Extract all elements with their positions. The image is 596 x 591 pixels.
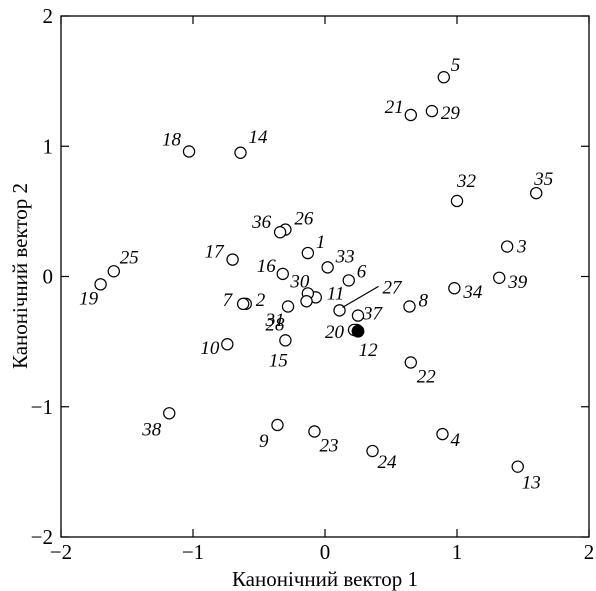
point-33 — [321, 261, 334, 274]
ticks — [60, 15, 590, 538]
leader-line-27 — [342, 285, 379, 308]
point-34 — [448, 282, 461, 295]
point-label-16: 16 — [257, 256, 277, 277]
point-label-15: 15 — [269, 350, 288, 371]
point-24 — [366, 444, 379, 458]
point-7 — [236, 297, 250, 311]
point-label-38: 38 — [141, 419, 162, 440]
y-tick-label: 0 — [43, 265, 54, 289]
point-label-6: 6 — [357, 261, 367, 282]
point-8 — [403, 300, 416, 313]
point-label-17: 17 — [205, 242, 226, 263]
point-39 — [493, 271, 506, 285]
x-tick-label: 2 — [584, 540, 595, 564]
point-label-23: 23 — [319, 435, 338, 456]
point-label-31: 31 — [265, 310, 285, 331]
point-label-3: 3 — [516, 237, 527, 258]
point-17 — [226, 253, 239, 266]
point-label-8: 8 — [418, 290, 428, 311]
point-13 — [511, 460, 524, 473]
data-points — [94, 71, 543, 473]
point-4 — [436, 427, 449, 441]
point-label-5: 5 — [451, 55, 461, 76]
point-22 — [404, 356, 417, 369]
point-label-24: 24 — [378, 452, 398, 473]
point-label-33: 33 — [335, 246, 355, 267]
point-35 — [530, 186, 543, 200]
point-18 — [182, 145, 196, 158]
point-label-20: 20 — [325, 322, 345, 343]
point-label-34: 34 — [462, 282, 483, 303]
point-label-1: 1 — [316, 232, 326, 253]
point-label-10: 10 — [200, 338, 220, 359]
point-5 — [437, 71, 450, 84]
point-label-39: 39 — [507, 272, 528, 293]
point-28 — [281, 300, 295, 313]
x-tick-label: 1 — [452, 540, 463, 564]
point-23 — [308, 425, 321, 438]
y-tick-label: −1 — [31, 395, 53, 419]
point-6 — [342, 274, 355, 287]
point-label-9: 9 — [259, 431, 269, 452]
x-tick-label: −1 — [182, 540, 204, 564]
point-label-37: 37 — [362, 304, 384, 325]
point-label-11: 11 — [327, 283, 345, 304]
point-label-30: 30 — [289, 271, 310, 292]
point-label-22: 22 — [417, 366, 437, 387]
point-38 — [163, 407, 176, 420]
x-tick-label: −2 — [50, 540, 72, 564]
highlight-point — [351, 324, 365, 338]
point-label-36: 36 — [251, 212, 272, 233]
point-21 — [404, 108, 417, 122]
point-37 — [351, 309, 365, 322]
point-14 — [234, 146, 247, 159]
point-label-13: 13 — [522, 473, 541, 494]
point-label-28: 28 — [266, 314, 286, 335]
y-tick-label: −2 — [31, 525, 53, 549]
point-29 — [425, 104, 439, 118]
point-25 — [107, 265, 121, 278]
point-label-2: 2 — [256, 290, 266, 311]
point-label-25: 25 — [120, 247, 139, 268]
y-tick-label: 1 — [43, 134, 54, 158]
point-label-35: 35 — [533, 169, 553, 190]
point-label-26: 26 — [294, 209, 314, 230]
x-axis-title: Канонічний вектор 1 — [232, 567, 418, 591]
point-label-27: 27 — [383, 277, 404, 298]
point-label-4: 4 — [450, 430, 460, 451]
point-36 — [273, 226, 287, 239]
point-3 — [500, 240, 514, 253]
point-label-19: 19 — [79, 288, 99, 309]
point-19 — [94, 278, 107, 291]
point-9 — [271, 418, 284, 432]
point-31 — [300, 295, 313, 308]
point-label-21: 21 — [385, 97, 404, 118]
point-label-18: 18 — [162, 129, 182, 150]
y-axis-title: Канонічний вектор 2 — [8, 183, 32, 369]
point-label-7: 7 — [223, 290, 234, 311]
point-27 — [333, 304, 346, 317]
point-label-29: 29 — [441, 103, 461, 124]
point-32 — [450, 194, 464, 208]
point-15 — [279, 334, 292, 347]
x-tick-label: 0 — [320, 540, 331, 564]
point-1 — [301, 246, 315, 260]
y-tick-label: 2 — [43, 4, 54, 28]
point-label-14: 14 — [249, 127, 269, 148]
point-label-32: 32 — [456, 171, 477, 192]
point-16 — [276, 267, 289, 281]
point-10 — [221, 338, 234, 351]
point-label-12: 12 — [359, 340, 379, 361]
